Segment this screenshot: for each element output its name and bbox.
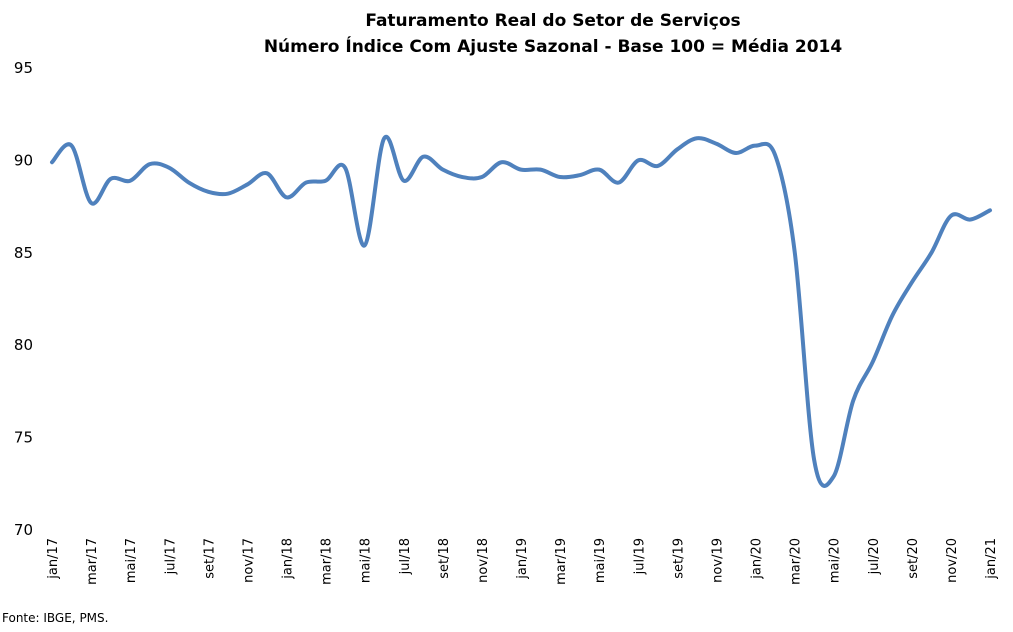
x-tick-label: jul/20 — [867, 538, 882, 575]
chart-title: Faturamento Real do Setor de Serviços — [365, 11, 740, 31]
x-tick-label: jan/18 — [281, 538, 296, 580]
chart-subtitle: Número Índice Com Ajuste Sazonal - Base … — [264, 35, 843, 57]
x-tick-label: nov/18 — [476, 538, 491, 583]
x-tick-label: jan/19 — [515, 538, 530, 580]
y-tick-label: 80 — [14, 336, 33, 354]
x-tick-label: jul/18 — [398, 538, 413, 575]
y-tick-label: 70 — [14, 521, 33, 539]
x-tick-label: mar/18 — [320, 538, 335, 585]
y-tick-label: 95 — [14, 59, 33, 77]
x-tick-label: jul/17 — [163, 538, 178, 575]
x-tick-label: mai/19 — [593, 538, 608, 583]
source-note: Fonte: IBGE, PMS. — [2, 611, 109, 625]
series-points — [50, 136, 992, 478]
x-tick-label: nov/17 — [241, 538, 256, 583]
y-tick-label: 85 — [14, 244, 33, 262]
x-tick-label: mai/17 — [124, 538, 139, 583]
y-tick-label: 75 — [14, 429, 33, 447]
x-tick-label: jan/21 — [984, 538, 999, 580]
x-tick-label: jan/17 — [46, 538, 61, 580]
y-axis-ticks: 95 90 85 80 75 70 — [14, 59, 33, 539]
x-tick-label: jul/19 — [632, 538, 647, 575]
x-tick-label: set/20 — [906, 538, 921, 579]
x-tick-label: mar/19 — [554, 538, 569, 585]
x-tick-label: set/18 — [437, 538, 452, 579]
x-tick-label: nov/19 — [710, 538, 725, 583]
x-tick-label: set/17 — [202, 538, 217, 579]
x-tick-label: mar/20 — [789, 538, 804, 585]
x-tick-label: mai/20 — [828, 538, 843, 583]
x-tick-label: jan/20 — [750, 538, 765, 580]
series-line — [50, 134, 992, 488]
x-tick-label: mar/17 — [85, 538, 100, 585]
x-tick-label: set/19 — [671, 538, 686, 579]
x-tick-label: mai/18 — [359, 538, 374, 583]
x-tick-label: nov/20 — [945, 538, 960, 583]
x-axis-ticks: jan/17 mar/17 mai/17 jul/17 set/17 nov/17 jan/… — [46, 538, 999, 585]
y-tick-label: 90 — [14, 151, 33, 169]
